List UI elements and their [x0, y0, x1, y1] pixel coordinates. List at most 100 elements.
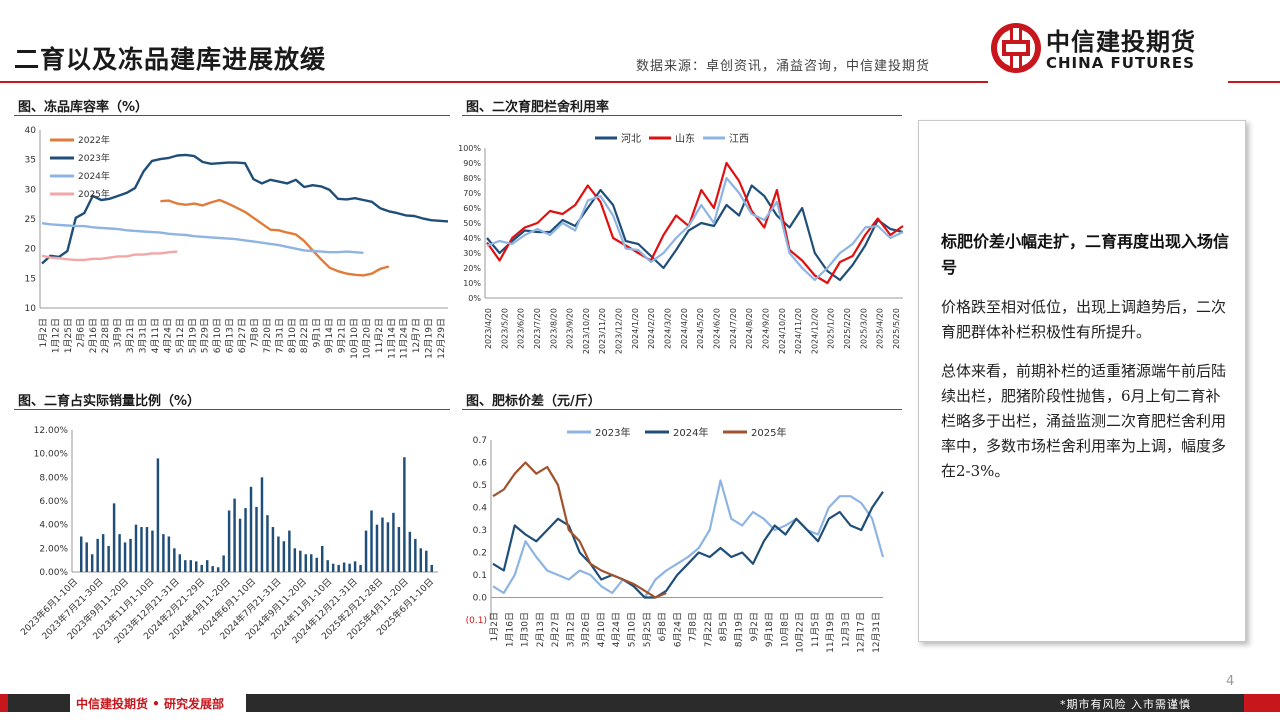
c4-xtick: 12月31日	[871, 612, 882, 653]
c4-xtick: 9月18日	[764, 612, 775, 647]
c4-xtick: 11月5日	[810, 612, 821, 647]
c1-xtick: 6月27日	[237, 318, 248, 353]
chart-fat-std-spread: 0.7 0.6 0.5 0.4 0.3 0.2 0.1 0.0 (0.1) 1月2日 1月16日 1月…	[466, 426, 885, 653]
c3-bar	[101, 534, 105, 572]
c1-legend-label: 2022年	[78, 134, 110, 146]
footer-accent-left	[0, 694, 8, 712]
c3-ytick: 8.00%	[39, 473, 68, 483]
c4-xtick: 4月10日	[596, 612, 607, 647]
c4-xtick: 7月22日	[703, 612, 714, 647]
c2-legend-label: 河北	[621, 133, 641, 145]
summary-para-2: 总体来看，前期补栏的适重猪源端午前后陆续出栏，肥猪阶段性抛售，6月上旬二育补栏略…	[941, 362, 1227, 480]
c2-xtick: 2023/4/20	[484, 308, 493, 349]
c4-ytick: 0.4	[473, 504, 488, 514]
c3-bar	[304, 554, 308, 572]
c1-xtick: 10月10日	[349, 318, 360, 359]
c1-legend-label: 2025年	[78, 188, 110, 200]
c3-bar	[184, 560, 187, 572]
c4-series-line-2	[492, 461, 667, 599]
c1-xtick: 1月12日	[50, 318, 61, 353]
c3-bar	[156, 458, 160, 572]
c3-bar	[205, 560, 209, 572]
c4-xtick: 12月17日	[856, 612, 867, 653]
c1-xtick: 2月6日	[75, 318, 86, 347]
c1-xtick: 5月29日	[200, 318, 211, 353]
c3-bar	[331, 563, 335, 572]
c2-ytick: 10%	[463, 279, 481, 288]
c4-xtick: 1月16日	[504, 612, 515, 647]
c2-ytick: 20%	[463, 264, 481, 273]
c1-xtick: 12月7日	[411, 318, 422, 353]
chart-pen-utilization: 100% 90% 80% 70% 60% 50% 40% 30% 20% 10% 0%2023/4/…	[458, 132, 904, 354]
c3-bar	[271, 527, 275, 572]
c1-xtick: 11月2日	[374, 318, 385, 353]
c3-bar	[326, 560, 329, 572]
c3-bar	[112, 503, 116, 572]
c1-xtick: 10月20日	[361, 318, 372, 359]
c2-series-line-1	[486, 161, 904, 285]
c2-xtick: 2024/5/20	[696, 308, 705, 349]
c2-xtick: 2024/11/20	[794, 308, 803, 354]
c2-xtick: 2024/6/20	[712, 308, 721, 349]
c2-series-line-0	[486, 184, 904, 282]
page-number: 4	[1226, 674, 1235, 689]
c1-xtick: 1月25日	[63, 318, 74, 353]
c4-ytick: (0.1)	[466, 616, 487, 626]
c3-bar	[167, 536, 171, 572]
c3-ytick: 12.00%	[34, 426, 69, 436]
c1-xtick: 1月2日	[38, 318, 49, 347]
c2-xtick: 2025/3/20	[859, 308, 868, 349]
c1-xtick: 5月19日	[187, 318, 198, 353]
c4-xtick: 10月22日	[795, 612, 806, 653]
c2-xtick: 2025/5/20	[892, 308, 901, 349]
c1-xtick: 6月10日	[212, 318, 223, 353]
footer-label-bg	[70, 692, 246, 714]
c3-ytick: 0.00%	[39, 568, 68, 578]
c4-ytick: 0.2	[473, 549, 487, 559]
c1-xtick: 9月1日	[312, 318, 323, 347]
c1-xtick: 4月24日	[162, 318, 173, 353]
c1-xtick: 12月19日	[424, 318, 435, 359]
c3-bar	[381, 517, 384, 572]
c4-ytick: 0.1	[473, 571, 487, 581]
data-source: 数据来源：卓创资讯，涌益咨询，中信建投期货	[636, 59, 931, 74]
chart-secondary-ratio: 12.00%10.00%8.00%6.00%4.00%2.00%0.00%202…	[18, 426, 438, 646]
footer-bar	[0, 694, 1280, 712]
c2-xtick: 2023/10/20	[582, 308, 591, 354]
c3-bar	[145, 527, 149, 572]
panel2-divider	[462, 115, 902, 116]
c3-ytick: 2.00%	[39, 544, 68, 554]
c1-legend-label: 2023年	[78, 152, 110, 164]
c2-xtick: 2024/8/20	[745, 308, 754, 349]
c4-xtick: 1月30日	[520, 612, 531, 647]
c3-bar	[277, 536, 280, 572]
c3-bar	[425, 550, 428, 572]
c2-ytick: 50%	[463, 219, 481, 228]
c4-legend-label: 2025年	[751, 426, 786, 439]
c1-xtick: 11月24日	[399, 318, 410, 359]
c3-bar	[222, 555, 225, 572]
panel4-divider	[462, 409, 902, 410]
c3-bar	[375, 524, 379, 572]
summary-para-1: 价格跌至相对低位，出现上调趋势后，二次育肥群体补栏积极性有所提升。	[941, 298, 1227, 341]
c2-xtick: 2024/7/20	[729, 308, 738, 349]
logo-cn-text: 中信建投期货	[1046, 28, 1196, 56]
c3-bar	[288, 530, 291, 572]
c3-bar	[233, 498, 236, 572]
c2-ytick: 30%	[463, 249, 481, 258]
c4-xtick: 10月8日	[779, 612, 790, 647]
c3-bar	[195, 561, 198, 572]
c3-bar	[370, 510, 373, 572]
c2-xtick: 2024/10/20	[778, 308, 787, 354]
c1-xtick: 4月11日	[150, 318, 161, 353]
c3-bar	[227, 510, 231, 572]
c3-bar	[85, 542, 88, 572]
c4-ytick: 0.5	[473, 481, 487, 491]
c4-xtick: 2月13日	[535, 612, 546, 647]
c4-xtick: 8月19日	[733, 612, 744, 647]
c4-ytick: 0.0	[473, 594, 488, 604]
header-rule	[0, 81, 988, 83]
c3-bar	[260, 477, 264, 572]
c2-xtick: 2024/1/20	[631, 308, 640, 349]
c3-bar	[162, 534, 165, 572]
